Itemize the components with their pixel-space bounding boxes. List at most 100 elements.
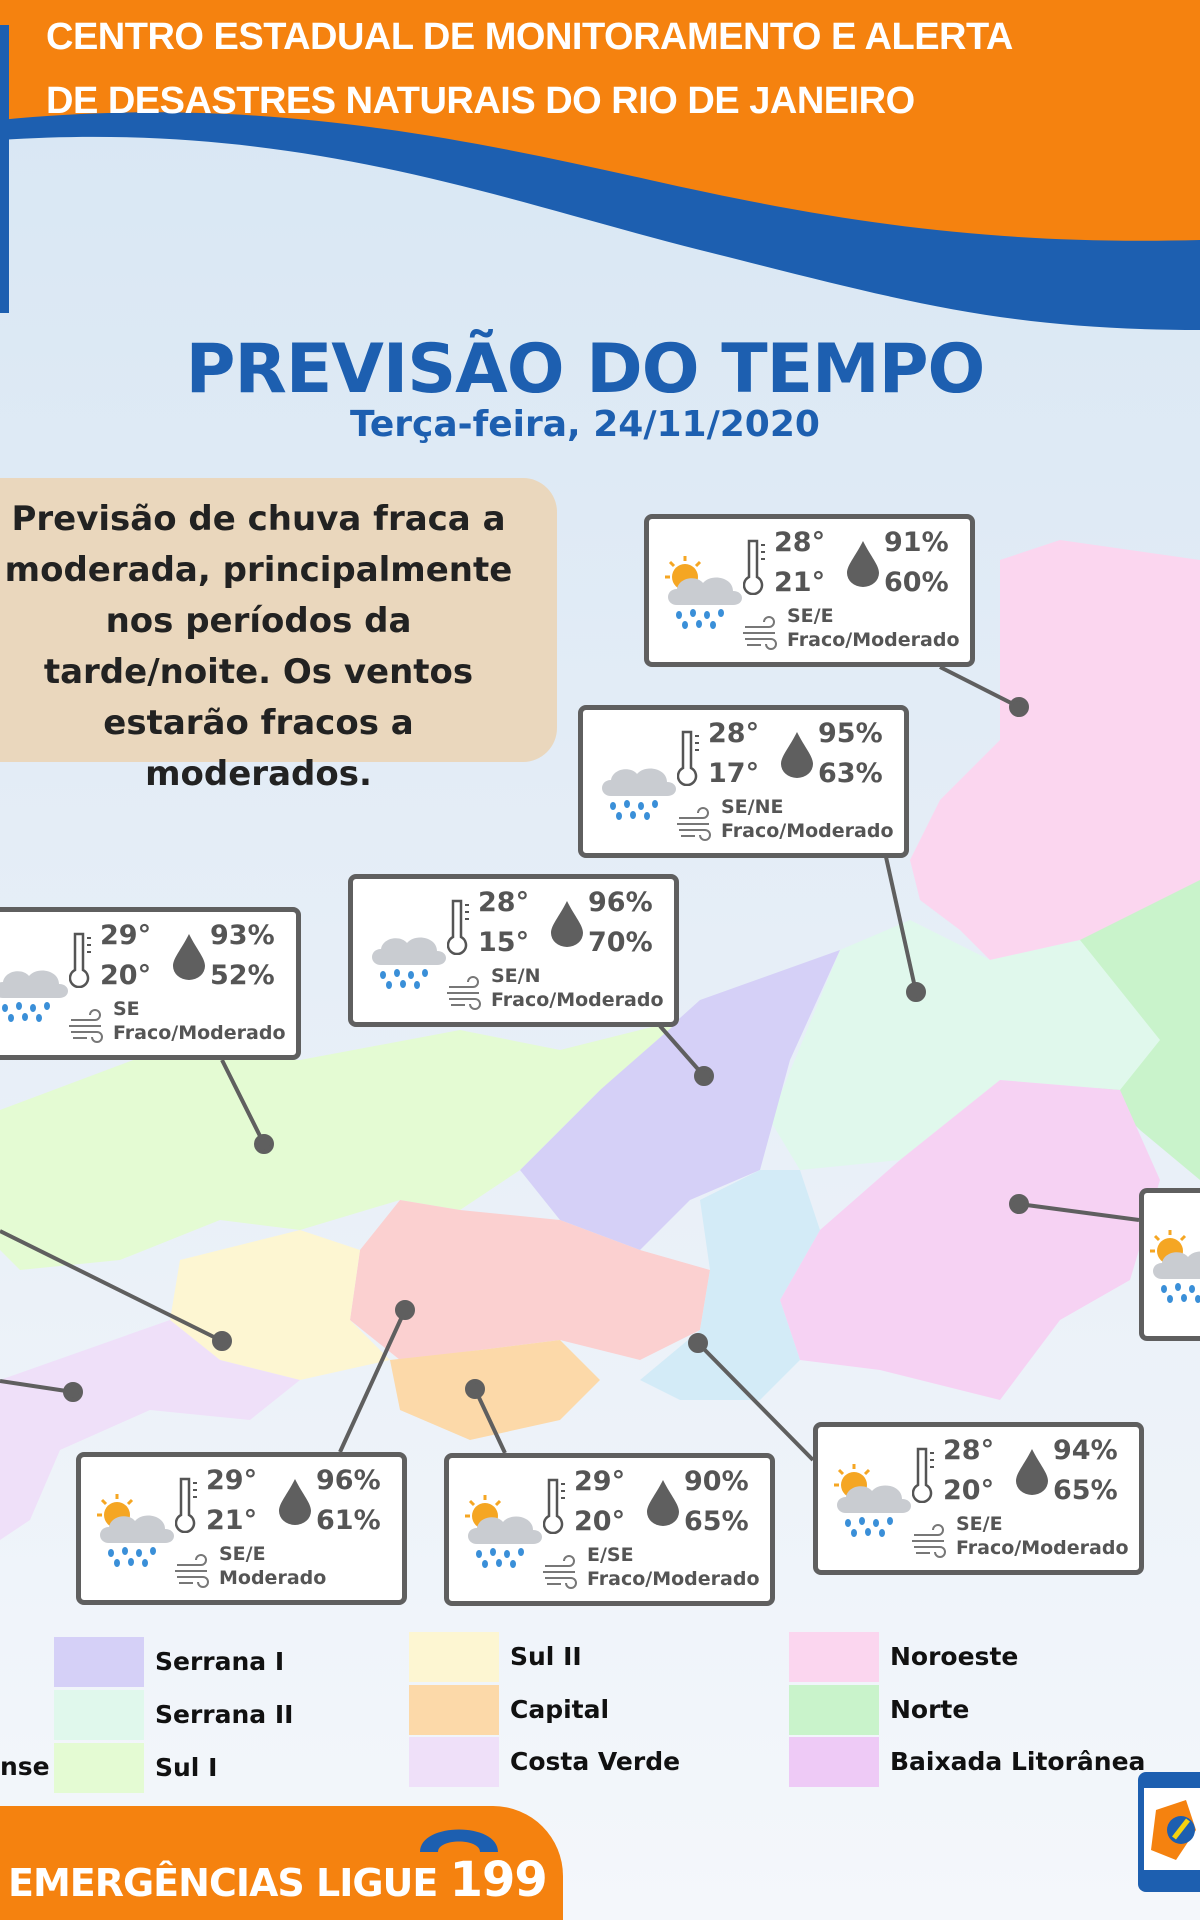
forecast-date: Terça-feira, 24/11/2020 (350, 404, 820, 445)
emergency-label: EMERGÊNCIAS LIGUE (8, 1861, 438, 1905)
forecast-card: 28° 15° 96% 70% SE/N Fraco/Moderado (348, 874, 679, 1027)
legend-swatch (409, 1632, 499, 1682)
humidity-max: 94% (1053, 1435, 1118, 1466)
humidity-max: 96% (588, 887, 653, 918)
humidity-min: 70% (588, 927, 653, 958)
thermometer-icon (175, 1477, 197, 1533)
phone-icon (420, 1829, 498, 1852)
defesa-civil-logo (1138, 1772, 1200, 1892)
humidity-max: 93% (210, 920, 275, 951)
legend-label: Serrana II (155, 1700, 294, 1729)
wind-icon (912, 1524, 946, 1558)
forecast-summary: Previsão de chuva fraca a moderada, prin… (0, 478, 557, 794)
wind-speed: Fraco/Moderado (113, 1022, 286, 1044)
thermometer-icon (677, 730, 699, 786)
temp-max: 28° (943, 1435, 995, 1466)
forecast-card: 29° 21° 96% 61% SE/E Moderado (76, 1452, 407, 1605)
region-metropolitana (350, 1200, 710, 1360)
wind-speed: Fraco/Moderado (787, 629, 960, 651)
temp-min: 21° (774, 567, 826, 598)
emergency-number: 199 (449, 1852, 548, 1908)
wind-direction: SE (113, 998, 140, 1020)
temp-max: 29° (206, 1465, 258, 1496)
temp-max: 29° (100, 920, 152, 951)
legend-label: Sul II (510, 1642, 582, 1671)
header-banner (0, 0, 1200, 330)
cloud-rain-icon (372, 937, 446, 989)
humidity-max: 96% (316, 1465, 381, 1496)
sun-cloud-rain-icon (97, 1494, 174, 1567)
humidity-min: 65% (1053, 1475, 1118, 1506)
wind-icon (677, 807, 711, 841)
forecast-card: 28° 21° 91% 60% SE/E Fraco/Moderado (644, 514, 975, 667)
legend-label: Baixada Litorânea (890, 1747, 1146, 1776)
wind-direction: SE/N (491, 965, 541, 987)
sun-cloud-rain-icon (834, 1464, 911, 1537)
humidity-max: 90% (684, 1466, 749, 1497)
region-leste (640, 1170, 820, 1400)
forecast-card: 28° 20° 94% 65% SE/E Fraco/Moderado (813, 1422, 1144, 1575)
legend-label: Noroeste (890, 1642, 1019, 1671)
humidity-min: 52% (210, 960, 275, 991)
region-serrana-i (520, 950, 840, 1250)
legend-swatch (789, 1632, 879, 1682)
wind-icon (743, 616, 777, 650)
humidity-min: 61% (316, 1505, 381, 1536)
emergency-text: EMERGÊNCIAS LIGUE 199 (8, 1852, 548, 1908)
wind-direction: SE/E (787, 605, 834, 627)
wind-speed: Fraco/Moderado (721, 820, 894, 842)
emergency-banner (0, 1806, 563, 1920)
legend-swatch (409, 1737, 499, 1787)
humidity-drop-icon (647, 1480, 679, 1526)
thermometer-icon (912, 1447, 934, 1503)
legend-swatch (54, 1637, 144, 1687)
forecast-card: 29° 20° 90% 65% E/SE Fraco/Moderado (444, 1453, 775, 1606)
thermometer-icon (743, 539, 765, 595)
temp-max: 28° (478, 887, 530, 918)
thermometer-icon (447, 899, 469, 955)
legend-swatch (409, 1685, 499, 1735)
legend-swatch (789, 1685, 879, 1735)
legend-label: nse (0, 1752, 50, 1781)
temp-min: 21° (206, 1505, 258, 1536)
legend-label: Capital (510, 1695, 610, 1724)
thermometer-icon (543, 1478, 565, 1534)
cloud-rain-icon (0, 970, 68, 1022)
temp-min: 17° (708, 758, 760, 789)
region-serrana-ii (770, 920, 1160, 1170)
forecast-card: 29° 20° 93% 52% SE Fraco/Moderado (0, 907, 301, 1060)
wind-icon (69, 1009, 103, 1043)
humidity-drop-icon (551, 901, 583, 947)
legend-label: Sul I (155, 1753, 218, 1782)
wind-direction: SE/E (219, 1543, 266, 1565)
humidity-drop-icon (847, 541, 879, 587)
humidity-min: 63% (818, 758, 883, 789)
wind-speed: Fraco/Moderado (491, 989, 664, 1011)
region-baixada-litoranea (780, 1080, 1160, 1400)
humidity-drop-icon (173, 934, 205, 980)
wind-speed: Moderado (219, 1567, 327, 1589)
wind-icon (175, 1554, 209, 1588)
humidity-max: 95% (818, 718, 883, 749)
temp-max: 28° (774, 527, 826, 558)
region-noroeste (910, 540, 1200, 960)
temp-min: 20° (574, 1506, 626, 1537)
cloud-rain-icon (602, 768, 676, 820)
sun-cloud-rain-icon (1150, 1230, 1200, 1303)
temp-min: 15° (478, 927, 530, 958)
temp-max: 29° (574, 1466, 626, 1497)
legend-swatch (54, 1743, 144, 1793)
humidity-max: 91% (884, 527, 949, 558)
wind-direction: SE/E (956, 1513, 1003, 1535)
wind-speed: Fraco/Moderado (587, 1568, 760, 1590)
humidity-min: 65% (684, 1506, 749, 1537)
wind-direction: SE/NE (721, 796, 784, 818)
wind-icon (447, 976, 481, 1010)
temp-min: 20° (943, 1475, 995, 1506)
sun-cloud-rain-icon (665, 556, 742, 629)
header-line-2: DE DESASTRES NATURAIS DO RIO DE JANEIRO (46, 80, 915, 122)
legend-label: Costa Verde (510, 1747, 681, 1776)
wind-speed: Fraco/Moderado (956, 1537, 1129, 1559)
wind-direction: E/SE (587, 1544, 634, 1566)
forecast-card: 28° 17° 95% 63% SE/NE Fraco/Moderado (578, 705, 909, 858)
